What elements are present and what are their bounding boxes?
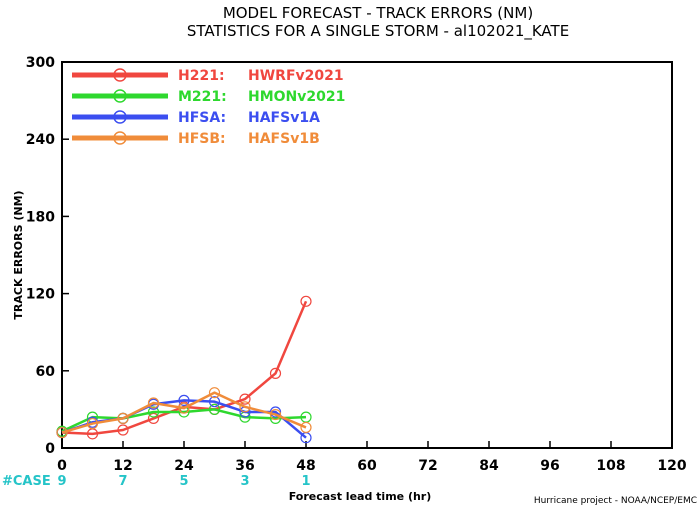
data-point [269,408,282,421]
legend-series-desc: HMONv2021 [248,89,345,105]
data-point [86,417,99,430]
legend-item: M221: HMONv2021 [72,89,345,105]
x-tick-label: 24 [174,458,194,474]
legend: H221: HWRFv2021 M221: HMONv2021 HFSA: HAFSv1A… [72,68,345,147]
series-line [61,408,307,433]
legend-marker [113,131,127,145]
data-point [300,421,312,434]
legend-marker [113,89,127,103]
legend-series-name: HFSA: [178,110,226,126]
x-tick-label: 108 [596,458,625,474]
legend-item: HFSA: HAFSv1A [72,110,320,126]
x-tick-label: 96 [540,458,559,474]
data-point [239,401,251,413]
x-tick-label: 84 [479,458,499,474]
x-tick-label: 0 [57,458,67,474]
data-point [300,295,312,307]
x-tick-label: 120 [657,458,686,474]
y-axis-label: TRACK ERRORS (NM) [12,190,25,319]
legend-series-desc: HWRFv2021 [248,68,344,84]
data-point [239,393,251,405]
x-tick-label: 60 [357,458,377,474]
legend-series-name: M221: [178,89,227,105]
x-tick-label: 36 [235,458,254,474]
legend-marker [113,68,127,82]
x-axis-label: Forecast lead time (hr) [289,490,432,503]
x-tick-label: 72 [418,458,437,474]
data-point [117,412,129,425]
legend-series-desc: HAFSv1B [248,131,320,147]
data-point [269,406,282,418]
data-point [208,403,221,415]
series-layer [56,295,312,444]
case-count: 5 [179,474,188,489]
x-tick-label: 48 [296,458,315,474]
legend-marker [113,110,127,124]
y-axis: 0 60 120 180 240 300 [26,55,69,457]
legend-item: HFSB: HAFSv1B [72,131,320,147]
data-point [178,394,190,406]
case-count: 7 [118,474,127,489]
legend-series-desc: HAFSv1A [248,110,320,126]
case-count: 1 [301,474,310,489]
data-point [147,397,160,409]
data-point [208,387,221,399]
series-line [61,391,307,434]
credit-text: Hurricane project - NOAA/NCEP/EMC [534,496,697,506]
legend-series-name: HFSB: [178,131,226,147]
y-tick-label: 0 [45,441,55,457]
series-4 [56,387,312,439]
legend-item: H221: HWRFv2021 [72,68,344,84]
data-point [117,424,129,436]
case-counts: 9 7 5 3 1 [57,474,310,489]
y-tick-label: 180 [26,209,55,225]
chart-title: MODEL FORECAST - TRACK ERRORS (NM) [223,4,533,22]
plot-frame [61,61,673,449]
x-tick-label: 12 [113,458,132,474]
y-tick-label: 300 [26,55,55,71]
data-point [147,412,160,425]
x-axis: 0 12 24 36 48 60 72 84 96 108 120 [57,441,687,474]
y-tick-label: 240 [26,132,55,148]
y-tick-label: 120 [26,287,55,303]
data-point [56,426,68,439]
case-count: 9 [57,474,66,489]
data-point [208,396,221,408]
data-point [269,367,282,379]
case-count: 3 [240,474,249,489]
data-point [178,402,190,414]
chart-subtitle: STATISTICS FOR A SINGLE STORM - al102021… [187,22,569,41]
legend-series-name: H221: [178,68,225,84]
case-label: #CASE [2,474,51,489]
data-point [147,406,160,418]
y-tick-label: 60 [36,364,56,380]
